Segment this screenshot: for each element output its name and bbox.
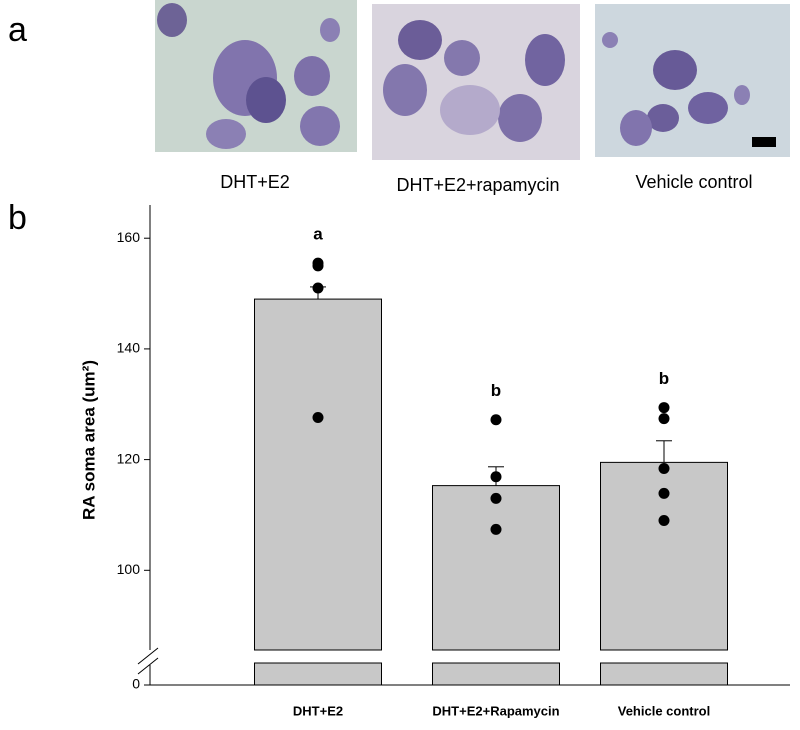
data-point [658, 413, 670, 425]
bar-base [432, 662, 560, 686]
x-tick-label: DHT+E2 [293, 703, 343, 718]
bar [432, 485, 560, 651]
data-point [312, 282, 324, 294]
bar-base [254, 662, 382, 686]
x-tick-label: DHT+E2+Rapamycin [432, 703, 559, 718]
data-point [658, 514, 670, 526]
micrograph [595, 4, 790, 157]
caption: DHT+E2+rapamycin [396, 175, 559, 195]
panel-label: a [8, 11, 27, 49]
bar-base [600, 662, 728, 686]
data-point [658, 402, 670, 414]
data-point [490, 414, 502, 426]
y-tick-label: 100 [117, 561, 141, 577]
data-point [490, 523, 502, 535]
micrograph [372, 4, 580, 160]
caption: Vehicle control [635, 172, 752, 192]
data-point [658, 462, 670, 474]
y-tick-label: 0 [132, 676, 140, 692]
data-point [490, 471, 502, 483]
y-tick-label: 160 [117, 229, 141, 245]
y-axis-label: RA soma area (um²) [79, 360, 98, 520]
caption: DHT+E2 [220, 172, 290, 192]
data-point [312, 412, 324, 424]
bar [254, 298, 382, 651]
data-point [490, 492, 502, 504]
significance-label: b [491, 381, 501, 400]
micrograph [155, 0, 357, 152]
significance-label: b [659, 369, 669, 388]
panel-label: b [8, 199, 27, 237]
x-tick-label: Vehicle control [618, 703, 710, 718]
data-point [658, 487, 670, 499]
y-tick-label: 120 [117, 450, 141, 466]
data-point [312, 260, 324, 272]
y-tick-label: 140 [117, 340, 141, 356]
significance-label: a [313, 225, 323, 244]
